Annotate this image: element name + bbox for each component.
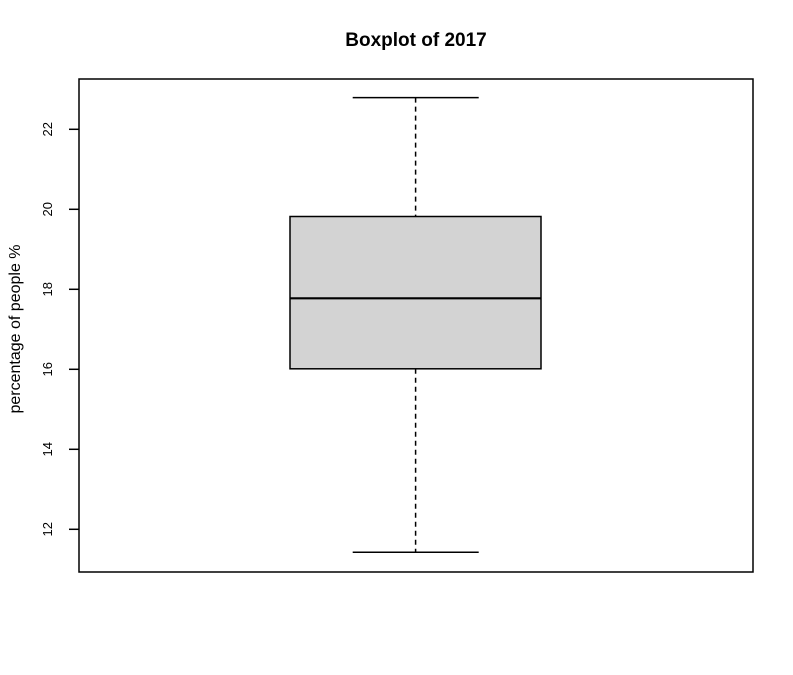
svg-text:18: 18 xyxy=(40,282,55,296)
svg-text:14: 14 xyxy=(40,442,55,456)
svg-text:22: 22 xyxy=(40,122,55,136)
svg-text:12: 12 xyxy=(40,522,55,536)
svg-text:Boxplot of 2017: Boxplot of 2017 xyxy=(345,30,486,51)
svg-text:16: 16 xyxy=(40,362,55,376)
svg-text:percentage of people %: percentage of people % xyxy=(7,244,24,413)
svg-text:20: 20 xyxy=(40,202,55,216)
